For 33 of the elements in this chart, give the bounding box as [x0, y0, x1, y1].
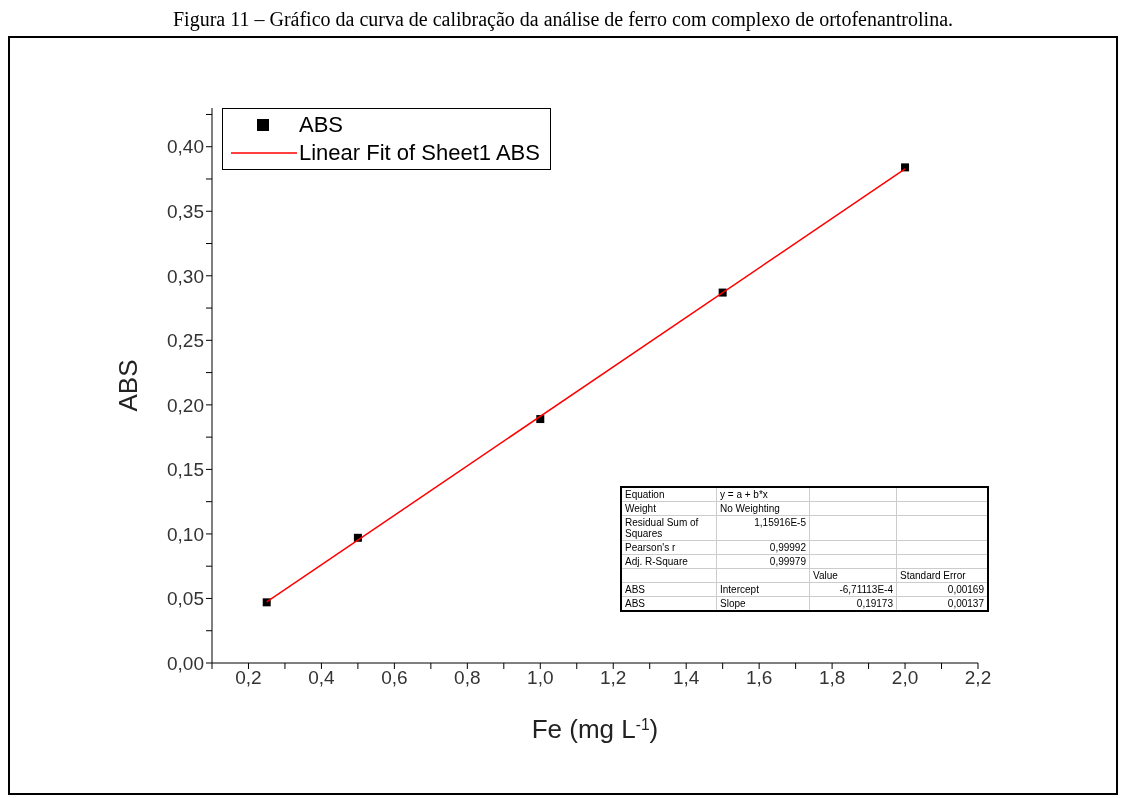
x-axis-title: Fe (mg L$^{-1}$)	[531, 714, 659, 744]
text: ABS Intercept -6,71113E-4 0,00169	[625, 584, 984, 595]
y-tick-label: 0,35	[167, 201, 204, 222]
y-tick-label: 0,00	[167, 652, 204, 674]
x-tick-label: 0,8	[454, 667, 481, 689]
text: ABS Slope 0,19173 0,00137	[625, 598, 984, 609]
x-tick-label: 1,4	[672, 667, 700, 689]
text: Value Standard Error	[813, 570, 966, 581]
y-tick-label: 0,20	[167, 394, 204, 416]
x-tick-label: 1,6	[745, 667, 773, 689]
text: Weight No Weighting	[625, 503, 780, 514]
y-tick-label: 0,10	[167, 523, 204, 545]
x-tick-label: 1,8	[818, 667, 846, 689]
text: Pearson's r 0,99992	[625, 542, 806, 553]
x-tick-label: 0,6	[381, 667, 408, 689]
y-tick-label: 0,05	[167, 588, 204, 610]
x-tick-label: 2,2	[964, 667, 992, 689]
legend-label: Linear Fit of Sheet1 ABS	[299, 139, 540, 167]
y-tick-label: 0,30	[167, 265, 204, 287]
x-tick-label: 0,4	[308, 667, 336, 689]
legend-label: ABS	[299, 111, 344, 139]
x-tick-label: 0,2	[235, 667, 262, 689]
text: Residual Sum of Squares 1,15916E-5	[625, 517, 806, 539]
chart-title: Figura 11 – Gráfico da curva de calibração da análise de ferro com complexo de ortofenantrolina.	[172, 8, 954, 31]
x-tick-label: 1,0	[527, 667, 554, 689]
text: Equation y = a + b*x	[625, 489, 768, 500]
y-tick-label: 0,25	[167, 330, 204, 352]
x-tick-label: 2,0	[891, 667, 919, 689]
y-tick-label: 0,15	[167, 459, 204, 481]
x-tick-label: 1,2	[600, 667, 627, 689]
text: Adj. R-Square 0,99979	[625, 556, 806, 567]
y-tick-label: 0,40	[167, 136, 204, 158]
y-axis-title: ABS	[113, 359, 143, 412]
